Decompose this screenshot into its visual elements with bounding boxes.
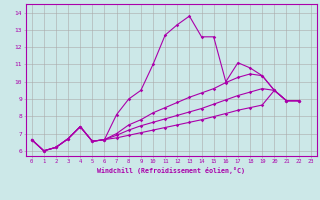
X-axis label: Windchill (Refroidissement éolien,°C): Windchill (Refroidissement éolien,°C) bbox=[97, 167, 245, 174]
